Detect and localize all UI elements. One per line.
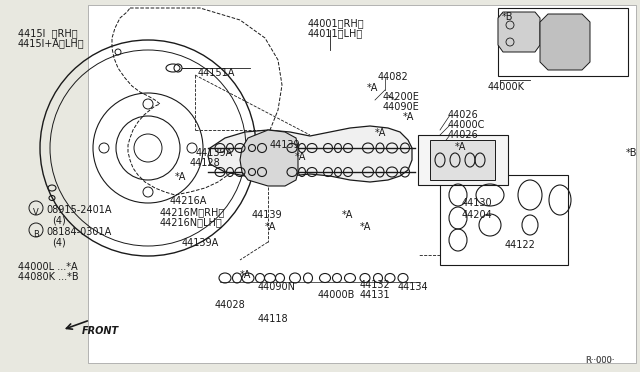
Text: 4415l  〈RH〉: 4415l 〈RH〉 — [18, 28, 77, 38]
Text: 44139A: 44139A — [182, 238, 220, 248]
Text: R··000·: R··000· — [585, 356, 614, 365]
Polygon shape — [498, 12, 540, 52]
Text: 44082: 44082 — [378, 72, 409, 82]
Text: *A: *A — [175, 172, 186, 182]
Text: *A: *A — [295, 152, 307, 162]
Polygon shape — [208, 126, 412, 182]
Text: 44216M〈RH〉: 44216M〈RH〉 — [160, 207, 225, 217]
Text: 44216A: 44216A — [170, 196, 207, 206]
Text: 44200E: 44200E — [383, 92, 420, 102]
Text: 44080K ...*B: 44080K ...*B — [18, 272, 79, 282]
Text: 44216N〈LH〉: 44216N〈LH〉 — [160, 217, 223, 227]
Text: 44011〈LH〉: 44011〈LH〉 — [308, 28, 364, 38]
Text: *A: *A — [240, 270, 252, 280]
Bar — [498, 8, 628, 76]
Text: 44026: 44026 — [448, 130, 479, 140]
Text: *A: *A — [403, 112, 414, 122]
Text: 08915-2401A: 08915-2401A — [46, 205, 111, 215]
Text: *A: *A — [455, 142, 467, 152]
Text: 44000C: 44000C — [448, 120, 485, 130]
Bar — [418, 135, 508, 185]
Text: *B: *B — [626, 148, 637, 158]
Text: 44000B: 44000B — [318, 290, 355, 300]
Text: V: V — [33, 208, 39, 217]
Text: *A: *A — [360, 222, 371, 232]
Text: 44090N: 44090N — [258, 282, 296, 292]
Text: *B: *B — [502, 12, 513, 22]
Text: *A: *A — [265, 222, 276, 232]
Text: 08184-0301A: 08184-0301A — [46, 227, 111, 237]
Text: 44151A: 44151A — [198, 68, 236, 78]
Text: (4): (4) — [52, 237, 66, 247]
Text: 44028: 44028 — [215, 300, 246, 310]
Polygon shape — [540, 14, 590, 70]
Text: 44001〈RH〉: 44001〈RH〉 — [308, 18, 365, 28]
Text: *A: *A — [342, 210, 353, 220]
Text: 44128: 44128 — [190, 158, 221, 168]
Text: 4415l+A〈LH〉: 4415l+A〈LH〉 — [18, 38, 84, 48]
Bar — [440, 175, 568, 265]
Text: FRONT: FRONT — [82, 326, 119, 336]
Text: 44134: 44134 — [398, 282, 429, 292]
Text: 44118: 44118 — [258, 314, 289, 324]
Text: 44122: 44122 — [505, 240, 536, 250]
Text: B: B — [33, 230, 39, 238]
Text: 44000K: 44000K — [488, 82, 525, 92]
Bar — [430, 140, 495, 180]
Text: 44139: 44139 — [252, 210, 283, 220]
Text: (4): (4) — [52, 215, 66, 225]
Text: 44132: 44132 — [360, 280, 391, 290]
Polygon shape — [240, 130, 298, 186]
Text: 44131: 44131 — [360, 290, 390, 300]
Text: R··000·: R··000· — [585, 356, 614, 365]
Text: 44090E: 44090E — [383, 102, 420, 112]
Text: 44026: 44026 — [448, 110, 479, 120]
Text: 44139: 44139 — [270, 140, 301, 150]
Text: 44000L ...*A: 44000L ...*A — [18, 262, 77, 272]
Text: 44139A: 44139A — [196, 148, 233, 158]
Bar — [88, 5, 636, 363]
Text: *A: *A — [375, 128, 387, 138]
Text: 44130: 44130 — [462, 198, 493, 208]
Text: *A: *A — [367, 83, 378, 93]
Text: 44204: 44204 — [462, 210, 493, 220]
